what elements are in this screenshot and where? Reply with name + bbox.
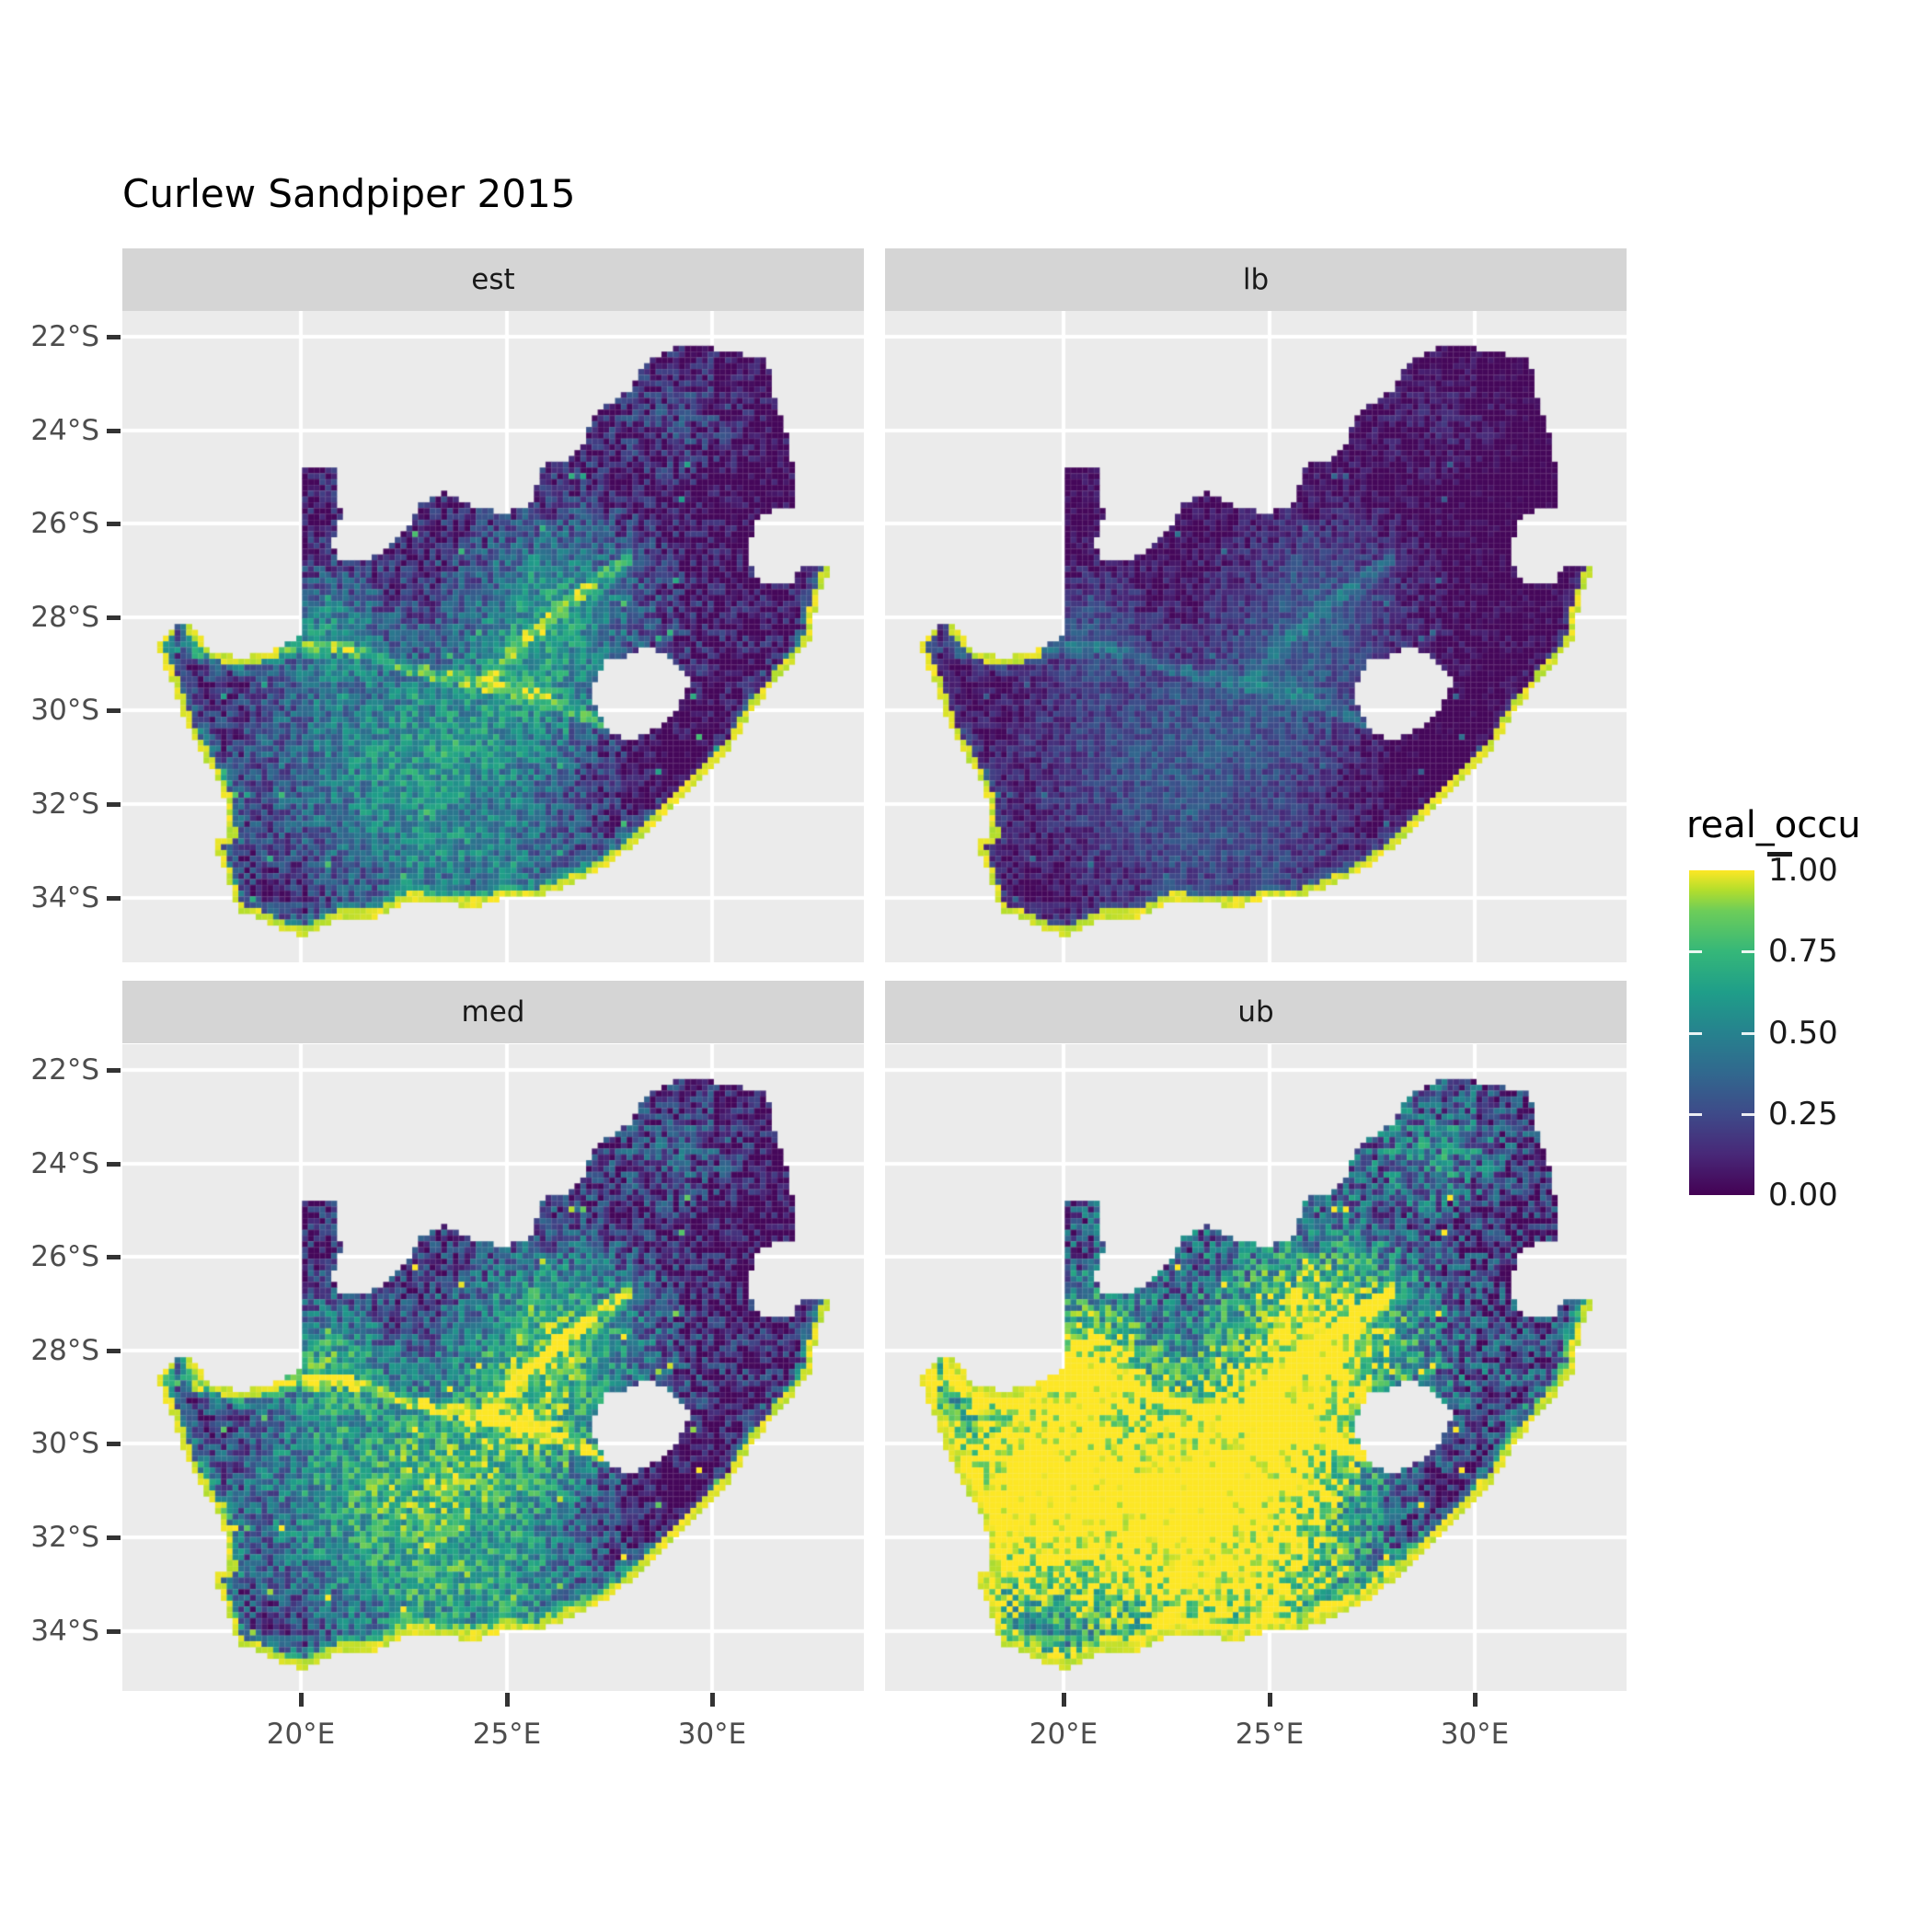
x-axis-tick [710,1693,715,1707]
map-canvas-med [122,1044,864,1691]
x-axis-label: 25°E [1235,1718,1305,1751]
map-panel-lb [885,311,1627,962]
x-axis-tick [1473,1693,1478,1707]
y-axis-label: 32°S [30,1521,99,1554]
map-panel-ub [885,1044,1627,1691]
y-axis-label: 30°S [30,694,99,727]
legend-tick [1742,1112,1754,1116]
facet-strip-lb: lb [885,248,1627,311]
x-axis-tick [299,1693,304,1707]
legend-label: 0.25 [1768,1095,1838,1133]
legend-tick [1689,1112,1702,1116]
y-axis-tick [107,1068,121,1073]
y-axis-label: 28°S [30,601,99,634]
facet-strip-med: med [122,981,864,1043]
facet-strip-label: med [461,995,525,1029]
y-axis-tick [107,335,121,339]
y-axis-tick [107,896,121,901]
y-axis-tick [107,1255,121,1259]
y-axis-label: 22°S [30,320,99,353]
y-axis-tick [107,1629,121,1634]
facet-strip-label: est [471,263,515,296]
map-canvas-lb [885,311,1627,962]
y-axis-tick [107,708,121,713]
y-axis-label: 24°S [30,1147,99,1180]
x-axis-tick [1268,1693,1272,1707]
legend-label: 1.00 [1768,852,1838,889]
y-axis-tick [107,1349,121,1353]
map-panel-med [122,1044,864,1691]
x-axis-label: 30°E [677,1718,747,1751]
y-axis-label: 26°S [30,1240,99,1273]
x-axis-label: 20°E [1029,1718,1098,1751]
legend-label: 0.50 [1768,1014,1838,1052]
map-canvas-ub [885,1044,1627,1691]
y-axis-label: 24°S [30,414,99,447]
x-axis-label: 30°E [1440,1718,1510,1751]
y-axis-tick [107,429,121,433]
legend-tick [1742,950,1754,954]
y-axis-label: 32°S [30,788,99,821]
legend-tick [1742,1031,1754,1035]
facet-strip-ub: ub [885,981,1627,1043]
y-axis-tick [107,1535,121,1540]
facet-strip-est: est [122,248,864,311]
y-axis-tick [107,522,121,526]
facet-strip-label: lb [1242,263,1270,296]
plot-title: Curlew Sandpiper 2015 [122,171,576,216]
legend-tick [1689,1031,1702,1035]
y-axis-label: 28°S [30,1334,99,1367]
y-axis-label: 30°S [30,1427,99,1460]
x-axis-label: 20°E [266,1718,336,1751]
y-axis-tick [107,1442,121,1446]
y-axis-tick [107,802,121,807]
map-canvas-est [122,311,864,962]
legend-label: 0.75 [1768,933,1838,971]
y-axis-tick [107,1162,121,1167]
x-axis-tick [1062,1693,1066,1707]
legend-top-tick [1767,852,1792,857]
y-axis-label: 22°S [30,1053,99,1087]
legend-tick [1689,950,1702,954]
y-axis-tick [107,615,121,620]
x-axis-tick [505,1693,510,1707]
map-panel-est [122,311,864,962]
y-axis-label: 26°S [30,507,99,540]
facet-strip-label: ub [1237,995,1274,1029]
x-axis-label: 25°E [472,1718,542,1751]
y-axis-label: 34°S [30,1615,99,1648]
legend: real_occu 1.00 0.75 0.50 0.25 0.00 [1656,791,1932,1233]
legend-title: real_occu [1686,804,1861,846]
legend-label: 0.00 [1768,1177,1838,1213]
y-axis-label: 34°S [30,881,99,914]
